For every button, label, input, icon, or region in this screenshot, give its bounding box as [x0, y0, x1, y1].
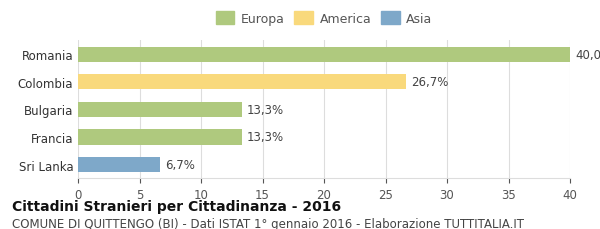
Text: 6,7%: 6,7% [166, 158, 195, 171]
Text: 13,3%: 13,3% [247, 104, 284, 116]
Text: 26,7%: 26,7% [412, 76, 449, 89]
Legend: Europa, America, Asia: Europa, America, Asia [212, 8, 436, 30]
Bar [78, 130, 242, 145]
Text: 13,3%: 13,3% [247, 131, 284, 144]
Text: Cittadini Stranieri per Cittadinanza - 2016: Cittadini Stranieri per Cittadinanza - 2… [12, 199, 341, 213]
Text: COMUNE DI QUITTENGO (BI) - Dati ISTAT 1° gennaio 2016 - Elaborazione TUTTITALIA.: COMUNE DI QUITTENGO (BI) - Dati ISTAT 1°… [12, 218, 524, 229]
Bar [78, 102, 242, 117]
Bar [78, 47, 570, 63]
Bar [78, 75, 406, 90]
Bar [78, 157, 160, 172]
Text: 40,0%: 40,0% [575, 49, 600, 62]
